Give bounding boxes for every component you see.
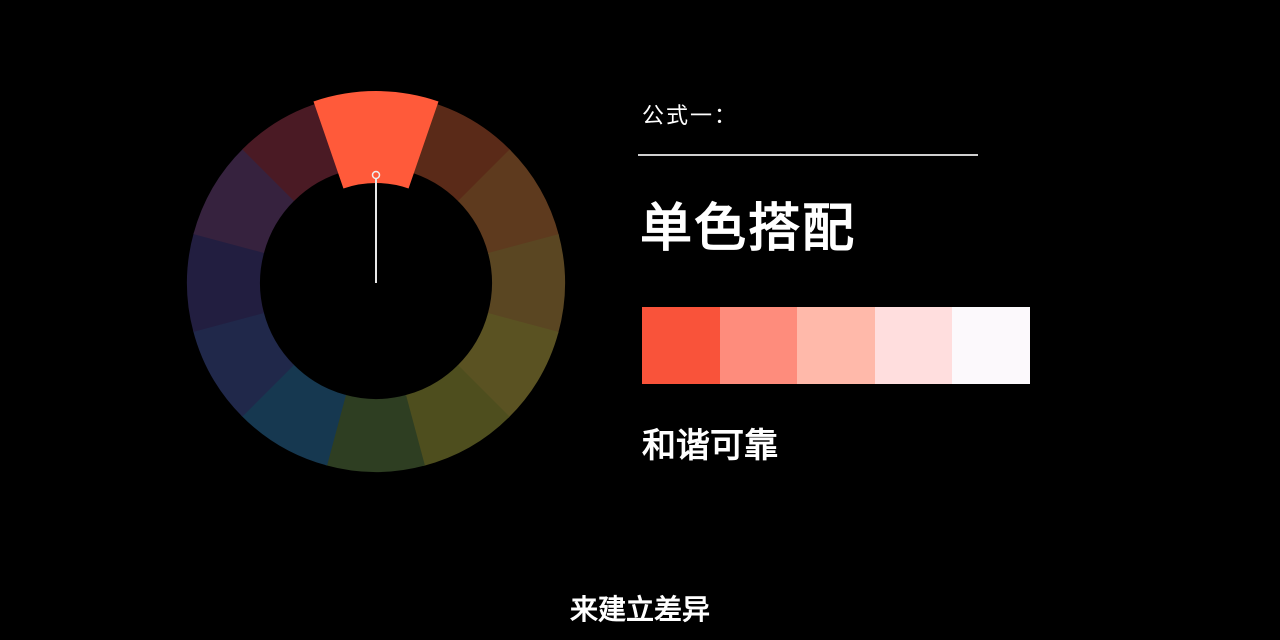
palette-swatch (797, 307, 875, 384)
wheel-segment (406, 100, 511, 202)
slide-title: 单色搭配 (640, 199, 857, 259)
wheel-pointer-knob (371, 170, 381, 180)
wheel-segment (325, 394, 425, 472)
palette-swatch (719, 307, 798, 384)
formula-label: 公式一： (642, 104, 739, 129)
palette-swatches (642, 307, 1030, 384)
wheel-segment (187, 232, 265, 332)
wheel-segment (241, 364, 346, 466)
divider (638, 154, 978, 156)
wheel-segment (487, 234, 565, 334)
wheel-segment-selected (313, 90, 439, 189)
color-wheel (187, 90, 565, 472)
subtitle-caption: 来建立差异 (569, 593, 710, 626)
wheel-segment (242, 100, 347, 201)
wheel-segment (457, 313, 559, 418)
wheel-segment (458, 149, 559, 254)
wheel-segment (405, 365, 510, 466)
palette-swatch (952, 307, 1030, 384)
wheel-segment (193, 148, 295, 253)
wheel-segment (193, 312, 294, 417)
palette-swatch (874, 307, 953, 384)
description: 和谐可靠 (642, 426, 778, 466)
palette-swatch (642, 307, 720, 384)
